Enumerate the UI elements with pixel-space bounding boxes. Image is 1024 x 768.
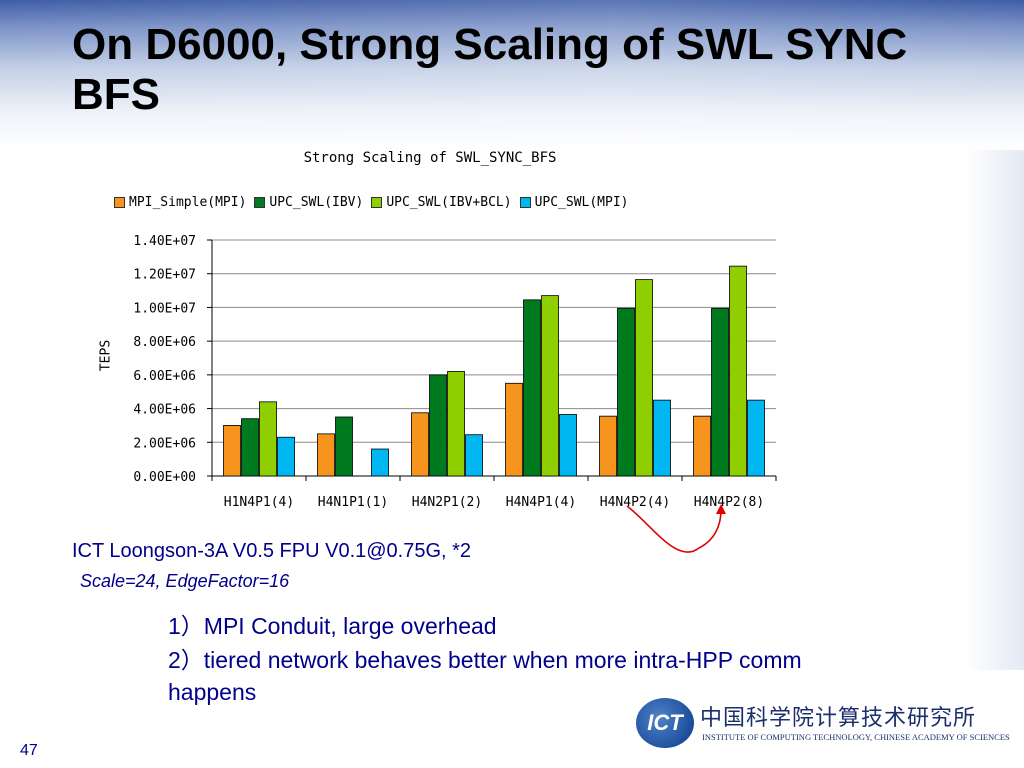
y-tick-label: 2.00E+06 (133, 436, 196, 451)
legend-swatch (114, 196, 125, 208)
bar (523, 299, 541, 477)
bar (635, 279, 653, 477)
x-tick-label: H4N1P1(1) (318, 495, 388, 510)
legend-label: MPI_Simple(MPI) (129, 194, 247, 210)
bar (259, 401, 277, 477)
legend-item-mpi-simple: MPI_Simple(MPI) (114, 195, 246, 210)
y-tick-label: 4.00E+06 (133, 403, 196, 418)
x-tick-label: H1N4P1(4) (224, 495, 294, 510)
logo-english-name: INSTITUTE OF COMPUTING TECHNOLOGY, CHINE… (702, 732, 1010, 742)
bar (317, 433, 335, 477)
bar (559, 414, 577, 477)
y-tick-label: 0.00E+00 (133, 470, 196, 485)
chart-legend: MPI_Simple(MPI) UPC_SWL(IBV) UPC_SWL(IBV… (114, 192, 794, 212)
scale-info: Scale=24, EdgeFactor=16 (80, 571, 290, 591)
legend-item-upc-swl-ibv: UPC_SWL(IBV) (254, 195, 363, 210)
x-tick-label: H4N4P2(4) (600, 495, 670, 510)
bar (447, 371, 465, 477)
y-tick-label: 1.00E+07 (133, 301, 196, 316)
legend-label: UPC_SWL(MPI) (534, 194, 629, 210)
bar (335, 416, 353, 477)
bar (429, 374, 447, 477)
bar (729, 265, 747, 477)
bar (241, 418, 259, 477)
bar (747, 399, 765, 477)
decorative-wave (964, 150, 1024, 670)
y-tick-label: 6.00E+06 (133, 369, 196, 384)
x-tick-label: H4N2P1(2) (412, 495, 482, 510)
bar (371, 448, 389, 477)
legend-swatch (371, 196, 383, 208)
legend-label: UPC_SWL(IBV+BCL) (386, 194, 512, 210)
annotation-arrow (626, 505, 722, 553)
title-background (0, 0, 1024, 150)
legend-label: UPC_SWL(IBV) (269, 194, 364, 210)
note-item: 2）tiered network behaves better when mor… (168, 647, 802, 705)
bar (617, 307, 635, 477)
logo-mark: ICT (636, 698, 694, 748)
bar (411, 412, 429, 477)
bar (277, 436, 295, 477)
note-item: 1）MPI Conduit, large overhead (168, 613, 497, 639)
legend-swatch (254, 196, 266, 208)
legend-item-upc-swl-mpi: UPC_SWL(MPI) (519, 194, 629, 210)
hardware-info: ICT Loongson-3A V0.5 FPU V0.1@0.75G, *2 (72, 540, 472, 562)
y-tick-label: 1.20E+07 (133, 268, 196, 283)
bar (711, 307, 729, 477)
legend-item-upc-swl-ibv-bcl: UPC_SWL(IBV+BCL) (371, 194, 512, 210)
x-tick-label: H4N4P1(4) (506, 495, 576, 510)
y-tick-label: 8.00E+06 (133, 335, 196, 350)
bar (693, 415, 711, 477)
bar (599, 415, 617, 477)
page-number: 47 (20, 742, 38, 759)
chart-title: Strong Scaling of SWL_SYNC_BFS (303, 150, 557, 166)
bar (223, 425, 241, 477)
legend-swatch (519, 196, 531, 208)
bar (541, 295, 559, 477)
bar (465, 434, 483, 477)
logo-chinese-name: 中国科学院计算技术研究所 (700, 706, 977, 731)
ict-logo: ICT 中国科学院计算技术研究所 INSTITUTE OF COMPUTING … (636, 694, 1010, 758)
slide-title: On D6000, Strong Scaling of SWL SYNC BFS (72, 20, 908, 119)
annotation-arrowhead (716, 504, 726, 514)
bar (653, 399, 671, 477)
bar (505, 382, 523, 477)
x-tick-label: H4N4P2(8) (694, 495, 764, 510)
y-tick-label: 1.40E+07 (133, 234, 196, 249)
